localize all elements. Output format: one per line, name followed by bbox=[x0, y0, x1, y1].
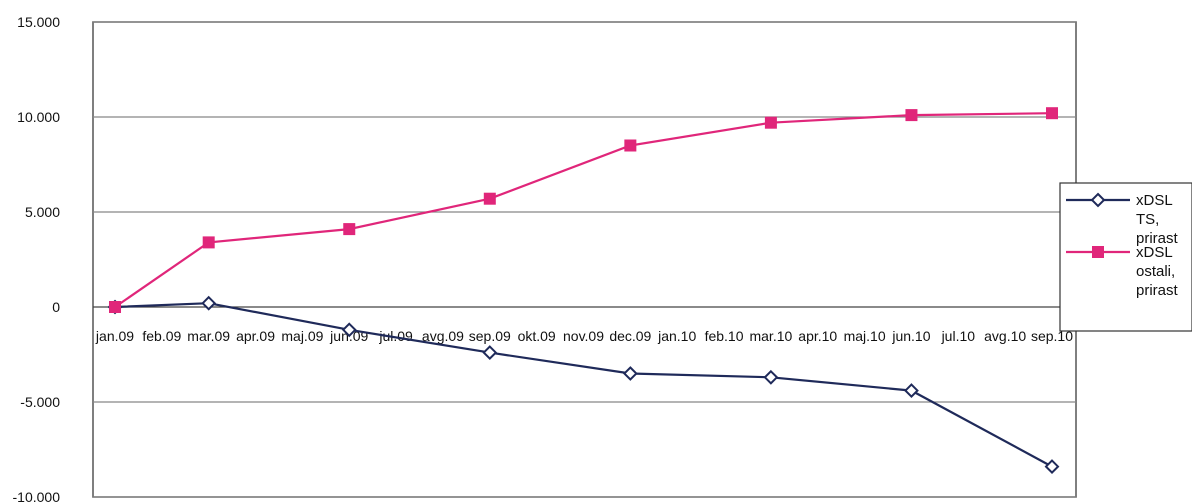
x-tick-label: jul.09 bbox=[378, 328, 413, 344]
x-axis-tick-labels: jan.09feb.09mar.09apr.09maj.09jun.09jul.… bbox=[95, 328, 1073, 344]
data-point bbox=[763, 369, 779, 385]
y-tick-label: 5.000 bbox=[25, 204, 60, 220]
plot-area-frame bbox=[92, 21, 1077, 498]
legend-label: prirast bbox=[1136, 230, 1179, 247]
x-tick-label: jul.10 bbox=[941, 328, 976, 344]
data-point bbox=[201, 295, 217, 311]
x-tick-label: feb.10 bbox=[705, 328, 744, 344]
x-tick-label: mar.09 bbox=[187, 328, 230, 344]
series-1 bbox=[109, 107, 1058, 313]
legend-label: ostali, bbox=[1136, 263, 1175, 280]
data-point bbox=[622, 366, 638, 381]
x-tick-label: okt.09 bbox=[518, 328, 556, 344]
data-point bbox=[764, 116, 777, 129]
data-point bbox=[624, 139, 637, 152]
data-point bbox=[482, 345, 498, 361]
legend-item-1: xDSL ostali, prirast bbox=[1066, 244, 1179, 299]
data-point bbox=[1044, 459, 1060, 475]
x-tick-label: jan.09 bbox=[95, 328, 134, 344]
series-line bbox=[114, 112, 1053, 308]
y-tick-label: -5.000 bbox=[20, 394, 60, 410]
x-tick-label: apr.10 bbox=[798, 328, 837, 344]
series-group bbox=[107, 107, 1060, 475]
x-tick-label: avg.09 bbox=[422, 328, 464, 344]
y-tick-label: 15.000 bbox=[17, 14, 60, 30]
y-tick-label: 0 bbox=[52, 299, 60, 315]
data-point bbox=[904, 383, 919, 399]
data-point bbox=[343, 223, 356, 236]
x-tick-label: feb.09 bbox=[142, 328, 181, 344]
x-tick-label: apr.09 bbox=[236, 328, 275, 344]
x-tick-label: maj.10 bbox=[844, 328, 886, 344]
data-point bbox=[202, 236, 215, 249]
x-tick-label: maj.09 bbox=[281, 328, 323, 344]
data-point bbox=[109, 301, 121, 313]
legend-label: prirast bbox=[1136, 282, 1179, 299]
x-tick-label: jan.10 bbox=[657, 328, 696, 344]
x-tick-label: mar.10 bbox=[749, 328, 792, 344]
data-point bbox=[1046, 107, 1058, 120]
data-point bbox=[905, 109, 918, 122]
y-tick-label: 10.000 bbox=[17, 109, 60, 125]
x-tick-label: sep.10 bbox=[1031, 328, 1073, 344]
legend-marker bbox=[1090, 192, 1106, 208]
y-tick-label: -10.000 bbox=[13, 489, 61, 503]
legend-label: TS, bbox=[1136, 211, 1159, 228]
legend-item-0: xDSL TS, prirast bbox=[1066, 192, 1179, 247]
x-tick-label: sep.09 bbox=[469, 328, 511, 344]
series-0 bbox=[107, 295, 1060, 475]
legend-box bbox=[1059, 182, 1192, 332]
series-line bbox=[114, 302, 1053, 468]
x-tick-label: jun.10 bbox=[891, 328, 930, 344]
legend-label: xDSL bbox=[1136, 244, 1173, 261]
data-point bbox=[483, 192, 496, 205]
x-tick-label: dec.09 bbox=[609, 328, 651, 344]
x-tick-label: nov.09 bbox=[563, 328, 604, 344]
data-point bbox=[341, 322, 357, 338]
legend-label: xDSL bbox=[1136, 192, 1173, 209]
legend-marker bbox=[1092, 246, 1104, 258]
gridlines bbox=[92, 21, 1077, 498]
y-axis-tick-labels: 15.000 10.000 5.000 0 -5.000 -10.000 bbox=[13, 14, 61, 503]
x-tick-label: avg.10 bbox=[984, 328, 1026, 344]
